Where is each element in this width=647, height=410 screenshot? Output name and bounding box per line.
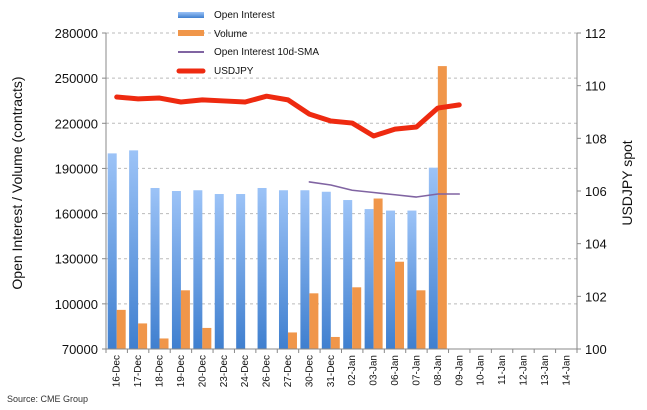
x-tick-label: 02-Jan — [347, 355, 358, 386]
x-tick-label: 11-Jan — [497, 355, 508, 385]
y-tick-label: 280000 — [55, 26, 98, 41]
x-tick-label: 17-Dec — [133, 355, 144, 387]
x-tick-label: 27-Dec — [283, 355, 294, 387]
volume-bar — [116, 309, 126, 349]
open-interest-bar — [236, 194, 246, 349]
right-axis-ticks: 100 102 104 106 108 110 112 — [577, 26, 607, 357]
open-interest-bar — [278, 190, 288, 349]
y2-tick-label: 104 — [585, 237, 607, 252]
volume-bar — [352, 287, 362, 349]
open-interest-bars — [107, 150, 438, 349]
volume-bar — [395, 261, 405, 349]
x-tick-label: 03-Jan — [369, 355, 380, 386]
usdjpy-line — [114, 93, 462, 139]
sma-line — [308, 181, 461, 198]
x-tick-label: 16-Dec — [112, 355, 123, 387]
open-interest-bar — [150, 187, 160, 349]
volume-bar — [416, 290, 426, 349]
volume-bar — [202, 327, 212, 349]
x-tick-label: 07-Jan — [411, 355, 422, 386]
open-interest-bar — [364, 209, 374, 349]
open-interest-bar — [193, 190, 203, 349]
y2-tick-label: 102 — [585, 289, 607, 304]
open-interest-bar — [343, 200, 353, 349]
y2-axis-title: USDJPY spot — [619, 140, 635, 225]
y2-tick-label: 112 — [585, 26, 606, 41]
volume-bar — [159, 338, 169, 349]
y2-tick-label: 106 — [585, 184, 607, 199]
x-tick-label: 30-Dec — [304, 355, 315, 387]
y-tick-label: 130000 — [55, 252, 98, 267]
x-tick-label: 13-Jan — [540, 355, 551, 386]
open-interest-bar — [321, 191, 331, 349]
volume-bar — [309, 293, 319, 349]
volume-bar — [180, 290, 190, 349]
open-interest-bar — [428, 167, 438, 349]
open-interest-bar — [107, 153, 117, 349]
open-interest-bar — [257, 187, 267, 349]
y-tick-label: 190000 — [55, 161, 98, 176]
x-tick-label: 18-Dec — [155, 355, 166, 387]
open-interest-bar — [407, 210, 417, 349]
x-tick-label: 26-Dec — [262, 355, 273, 387]
x-tick-label: 09-Jan — [454, 355, 465, 386]
legend-label-sma: Open Interest 10d-SMA — [214, 47, 319, 58]
legend: Open Interest Volume Open Interest 10d-S… — [176, 10, 319, 77]
y-axis-title: Open Interest / Volume (contracts) — [9, 76, 25, 289]
volume-bar — [330, 336, 340, 349]
open-interest-bar — [129, 150, 139, 349]
x-tick-label: 31-Dec — [326, 355, 337, 387]
x-tick-label: 23-Dec — [219, 355, 230, 387]
volume-bar — [373, 198, 383, 349]
x-tick-label: 24-Dec — [240, 355, 251, 387]
x-tick-label: 12-Jan — [518, 355, 529, 386]
legend-label-volume: Volume — [214, 29, 248, 40]
x-tick-label: 08-Jan — [433, 355, 444, 386]
x-tick-label: 14-Jan — [561, 355, 572, 386]
volume-bar — [138, 323, 148, 349]
x-tick-label: 06-Jan — [390, 355, 401, 386]
y2-tick-label: 100 — [585, 342, 607, 357]
y2-tick-label: 108 — [585, 131, 607, 146]
x-tick-label: 19-Dec — [176, 355, 187, 387]
legend-swatch-open-interest — [178, 12, 204, 18]
volume-bar — [437, 66, 447, 349]
x-tick-label: 10-Jan — [476, 355, 487, 386]
legend-label-open-interest: Open Interest — [214, 10, 275, 21]
y2-tick-label: 110 — [585, 79, 606, 94]
open-interest-bar — [214, 194, 224, 349]
open-interest-bar — [386, 210, 396, 349]
volume-bars — [116, 66, 447, 349]
y-tick-label: 70000 — [62, 342, 98, 357]
source-note: Source: CME Group — [7, 394, 88, 404]
left-axis-ticks: 70000 100000 130000 160000 190000 220000 25000… — [55, 26, 106, 357]
legend-label-usdjpy: USDJPY — [214, 66, 254, 77]
y-tick-label: 100000 — [55, 297, 98, 312]
volume-bar — [287, 332, 297, 349]
open-interest-bar — [171, 191, 181, 349]
line-series — [114, 93, 462, 198]
y-tick-label: 160000 — [55, 207, 98, 222]
y-tick-label: 250000 — [55, 71, 98, 86]
open-interest-bar — [300, 190, 310, 349]
legend-swatch-volume — [178, 30, 204, 36]
y-tick-label: 220000 — [55, 116, 98, 131]
x-axis-ticks: 16-Dec 17-Dec 18-Dec 19-Dec 20-Dec 23-Dec 24-D… — [105, 349, 578, 387]
x-tick-label: 20-Dec — [197, 355, 208, 387]
